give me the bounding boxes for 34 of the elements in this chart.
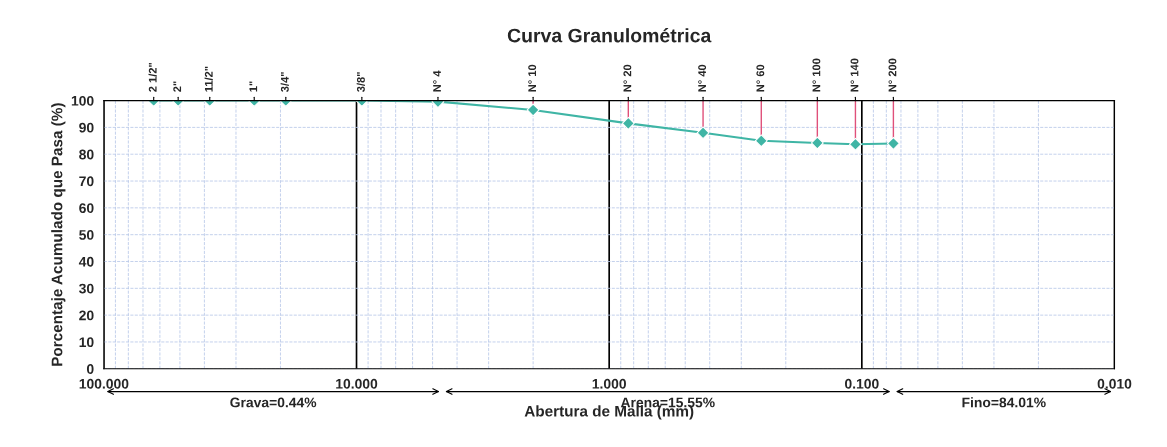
y-axis-title: Porcentaje Acumulado que Pasa (%) — [51, 103, 66, 366]
annotation: 3/4" — [280, 72, 289, 92]
y-tick-label: 90 — [79, 122, 94, 133]
x-tick-label: 100.000 — [79, 378, 129, 389]
y-tick-label: 20 — [79, 310, 94, 321]
text: Fino=84.01% — [962, 397, 1046, 408]
text: Grava=0.44% — [230, 397, 317, 408]
annotation: 1" — [249, 81, 258, 92]
annotation: N° 20 — [623, 64, 632, 92]
annotation: 2" — [173, 81, 182, 92]
x-tick-label: 1.000 — [592, 378, 626, 389]
annotation: N° 60 — [756, 64, 765, 92]
annotation: N° 140 — [850, 58, 859, 92]
x-tick-label: 10.000 — [336, 378, 378, 389]
annotation: N° 40 — [698, 64, 707, 92]
annotation: N° 10 — [528, 64, 537, 92]
y-tick-label: 80 — [79, 149, 94, 160]
annotation: N° 4 — [433, 70, 441, 92]
annotation: 2 1/2" — [148, 62, 157, 92]
annotation: 11/2" — [204, 66, 213, 92]
y-tick-label: 60 — [79, 203, 94, 214]
y-tick-label: 30 — [79, 283, 94, 294]
y-tick-label: 100 — [71, 95, 94, 106]
chart-title: Curva Granulométrica — [507, 27, 712, 43]
y-tick-label: 0 — [86, 364, 94, 374]
y-tick-label: 70 — [79, 176, 94, 187]
annotation: 3/8" — [356, 72, 365, 92]
x-tick-label: 0.100 — [845, 378, 879, 389]
x-tick-label: 0.010 — [1097, 378, 1132, 389]
y-tick-label: 10 — [79, 337, 94, 348]
annotation: N° 100 — [812, 58, 821, 92]
annotation: N° 200 — [888, 58, 897, 92]
y-tick-label: 40 — [78, 256, 94, 267]
y-tick-label: 50 — [79, 230, 94, 240]
